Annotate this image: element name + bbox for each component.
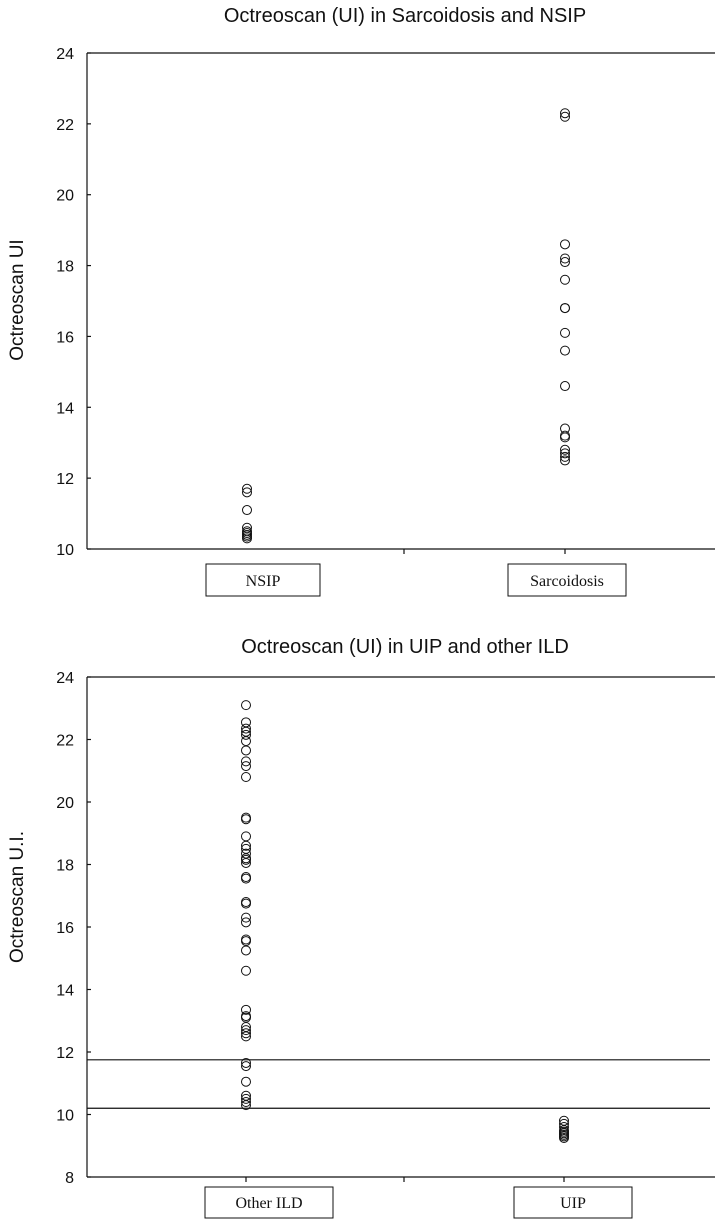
y-tick-label: 22 — [56, 733, 74, 750]
chart-2-title: Octreoscan (UI) in UIP and other ILD — [241, 636, 569, 658]
category-label-nsip: NSIP — [246, 573, 281, 590]
category-box — [513, 1186, 633, 1219]
chart-2-reference-lines — [87, 1059, 710, 1109]
y-tick-label: 10 — [56, 1108, 74, 1125]
data-point — [241, 736, 251, 747]
data-point — [560, 253, 570, 264]
chart-1-category-nsip: NSIP — [205, 563, 321, 597]
data-point — [560, 303, 570, 314]
data-point — [560, 239, 570, 250]
y-tick-label: 10 — [56, 542, 74, 559]
data-point — [241, 1100, 251, 1111]
y-tick-label: 12 — [56, 1045, 74, 1062]
category-box — [205, 563, 321, 597]
data-point — [560, 111, 570, 122]
data-point — [241, 729, 251, 740]
y-tick-label: 24 — [56, 46, 74, 63]
y-tick-label: 14 — [56, 983, 74, 1000]
data-point — [242, 505, 252, 516]
data-point — [241, 1025, 251, 1036]
chart-2-x-ticks — [245, 1177, 565, 1182]
chart-1-category-sarcoidosis: Sarcoidosis — [507, 563, 627, 597]
chart-1-x-ticks — [403, 549, 566, 554]
data-point — [241, 814, 251, 825]
chart-uip-other-ild: Octreoscan (UI) in UIP and other ILD Oct… — [7, 636, 715, 1219]
data-point — [241, 1076, 251, 1087]
data-point — [560, 108, 570, 119]
data-point — [560, 274, 570, 285]
y-tick-label: 20 — [56, 795, 74, 812]
chart-1-y-axis-label: Octreoscan UI — [7, 239, 28, 360]
data-point — [241, 1093, 251, 1104]
data-point — [241, 772, 251, 782]
data-point — [241, 1057, 251, 1068]
chart-1-points — [242, 108, 570, 544]
data-point — [241, 840, 251, 851]
data-point — [560, 327, 570, 338]
data-point — [241, 945, 251, 956]
data-point — [241, 1028, 251, 1039]
data-point — [560, 381, 570, 392]
chart-2-category-uip: UIP — [513, 1186, 633, 1219]
y-tick-label: 20 — [56, 188, 74, 205]
data-point — [241, 761, 251, 772]
category-box — [204, 1186, 334, 1219]
chart-2-y-ticks: 8 10 12 14 16 18 20 22 24 — [56, 670, 91, 1187]
data-point — [560, 444, 570, 455]
data-point — [241, 873, 251, 884]
data-point — [241, 917, 251, 928]
data-point — [241, 756, 251, 767]
data-point — [241, 854, 251, 865]
data-point — [241, 700, 251, 711]
data-point — [241, 831, 251, 842]
data-point — [241, 1097, 251, 1107]
chart-2-points — [241, 700, 569, 1143]
data-point — [241, 723, 251, 734]
chart-1-y-ticks: 10 12 14 16 18 20 22 24 — [56, 46, 91, 559]
category-label-sarcoidosis: Sarcoidosis — [530, 573, 604, 590]
chart-sarcoidosis-nsip: Octreoscan (UI) in Sarcoidosis and NSIP … — [7, 5, 715, 597]
data-point — [241, 1004, 251, 1015]
y-tick-label: 24 — [56, 670, 74, 687]
data-point — [560, 345, 570, 356]
data-point — [560, 455, 570, 466]
data-point — [242, 533, 252, 544]
y-tick-label: 12 — [56, 471, 74, 488]
y-tick-label: 8 — [65, 1170, 74, 1187]
data-point — [241, 745, 251, 756]
y-tick-label: 16 — [56, 920, 74, 937]
data-point — [560, 432, 570, 443]
y-tick-label: 16 — [56, 329, 74, 346]
data-point — [241, 1031, 251, 1042]
data-point — [241, 898, 251, 909]
data-point — [241, 912, 251, 923]
data-point — [242, 487, 252, 498]
data-point — [241, 965, 251, 976]
chart-2-category-other-ild: Other ILD — [204, 1186, 334, 1219]
data-point — [560, 257, 570, 268]
data-point — [560, 448, 570, 459]
y-tick-label: 14 — [56, 400, 74, 417]
category-label-uip: UIP — [560, 1195, 586, 1212]
data-point — [560, 423, 570, 434]
chart-1-title: Octreoscan (UI) in Sarcoidosis and NSIP — [224, 5, 586, 27]
y-tick-label: 22 — [56, 117, 74, 134]
data-point — [560, 451, 570, 462]
data-point — [241, 1061, 251, 1072]
data-point — [241, 857, 251, 868]
y-tick-label: 18 — [56, 259, 74, 276]
y-tick-label: 18 — [56, 858, 74, 875]
chart-2-y-axis-label: Octreoscan U.I. — [7, 831, 28, 963]
category-label-other-ild: Other ILD — [235, 1195, 302, 1212]
data-point — [242, 483, 252, 494]
data-point — [559, 1132, 569, 1143]
category-box — [507, 563, 627, 597]
